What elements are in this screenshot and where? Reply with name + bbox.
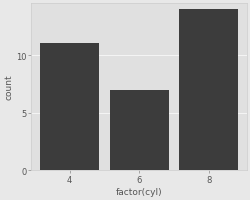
Y-axis label: count: count <box>4 74 13 100</box>
Bar <box>109 90 168 170</box>
X-axis label: factor(cyl): factor(cyl) <box>115 187 162 196</box>
Bar <box>40 44 99 170</box>
Bar <box>178 10 237 170</box>
